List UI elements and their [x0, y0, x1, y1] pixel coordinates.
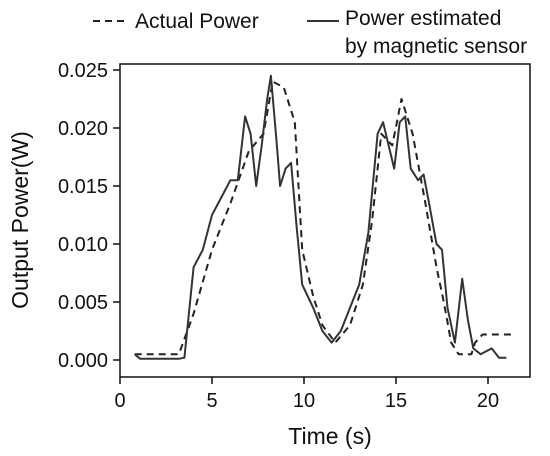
x-tick-label: 20: [477, 390, 499, 412]
legend-label-power-estimated-line-2: by magnetic sensor: [345, 35, 527, 58]
y-tick-label: 0.005: [58, 292, 108, 314]
legend-label-power-estimated: Power estimated by magnetic sensor: [345, 7, 527, 58]
x-tick-label: 15: [385, 390, 407, 412]
legend-label-power-estimated-line-1: Power estimated: [345, 7, 501, 30]
x-tick-label: 10: [293, 390, 315, 412]
x-axis-label: Time (s): [288, 423, 371, 449]
x-axis: 0 5 10 15 20: [114, 377, 499, 412]
y-tick-label: 0.015: [58, 176, 108, 198]
series-line-power-estimated: [134, 74, 507, 360]
legend-label-actual-power: Actual Power: [135, 10, 259, 33]
x-tick-label: 0: [114, 390, 125, 412]
series-line-actual-power: [134, 80, 512, 356]
y-axis: 0.000 0.005 0.010 0.015 0.020 0.025: [58, 60, 120, 372]
series-layer: [134, 74, 512, 360]
y-tick-label: 0.000: [58, 350, 108, 372]
x-tick-label: 5: [206, 390, 217, 412]
y-axis-label: Output Power(W): [7, 131, 33, 309]
plot-frame: [119, 63, 531, 378]
chart-legend: Actual Power Power estimated by magnetic…: [93, 7, 527, 58]
y-tick-label: 0.010: [58, 234, 108, 256]
y-tick-label: 0.020: [58, 118, 108, 140]
y-tick-label: 0.025: [58, 60, 108, 82]
